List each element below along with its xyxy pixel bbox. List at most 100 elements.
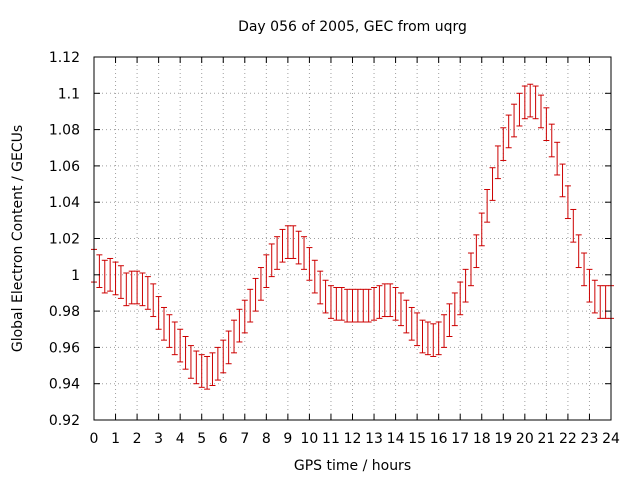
y-tick-label: 0.98 (49, 304, 80, 320)
data-point (198, 354, 205, 388)
data-point (467, 252, 474, 287)
x-tick-label: 12 (344, 431, 362, 447)
data-point (134, 270, 141, 305)
data-point (252, 277, 259, 312)
data-point (478, 212, 485, 247)
x-tick-label: 3 (154, 431, 163, 447)
data-point (247, 288, 254, 323)
data-point (484, 188, 491, 223)
data-point (177, 328, 184, 363)
data-point (403, 299, 410, 334)
data-point (371, 287, 378, 321)
data-point (338, 287, 345, 321)
data-point (290, 225, 297, 259)
data-point (360, 288, 367, 323)
y-tick-label: 0.94 (49, 377, 80, 393)
x-tick-label: 2 (133, 431, 142, 447)
data-point (419, 319, 426, 354)
x-tick-label: 21 (537, 431, 555, 447)
data-point (322, 279, 329, 314)
data-point (516, 92, 523, 127)
x-tick-label: 13 (365, 431, 383, 447)
axis-ticks: 0 1 2 3 4 5 6 7 8 9 10 11 12 13 14 15 16 17 18 19 20 21 22 23 24… (49, 50, 620, 447)
y-axis-label: Global Electron Content / GECUs (10, 125, 26, 352)
y-tick-label: 0.96 (49, 340, 80, 356)
data-point (204, 355, 211, 390)
data-point (311, 259, 318, 294)
x-tick-label: 14 (387, 431, 405, 447)
x-tick-label: 15 (408, 431, 426, 447)
data-point (344, 288, 351, 323)
x-tick-label: 16 (430, 431, 448, 447)
data-point (527, 83, 534, 118)
data-point (430, 323, 437, 357)
data-point (414, 312, 421, 347)
data-point (575, 234, 582, 269)
data-point (586, 268, 593, 303)
x-tick-label: 22 (559, 431, 577, 447)
data-point (295, 230, 302, 265)
y-tick-label: 1.12 (49, 50, 80, 66)
x-tick-label: 7 (240, 431, 249, 447)
data-point (317, 270, 324, 305)
data-point (424, 321, 431, 356)
data-point (123, 272, 130, 307)
data-point (537, 94, 544, 129)
data-point (602, 285, 609, 319)
x-tick-label: 10 (301, 431, 319, 447)
x-tick-label: 8 (262, 431, 271, 447)
data-point (591, 279, 598, 314)
data-point (96, 254, 103, 289)
x-tick-label: 0 (90, 431, 99, 447)
data-point (559, 163, 566, 198)
data-point (457, 281, 464, 316)
x-tick-label: 6 (219, 431, 228, 447)
data-point (543, 107, 550, 141)
x-tick-label: 9 (283, 431, 292, 447)
data-point (279, 228, 286, 263)
data-point (166, 314, 173, 348)
y-tick-label: 1.06 (49, 159, 80, 175)
data-point (494, 145, 501, 180)
data-point (209, 352, 216, 387)
data-point (225, 330, 232, 365)
data-point (564, 185, 571, 220)
x-tick-label: 18 (473, 431, 491, 447)
data-point (107, 257, 114, 292)
data-point (387, 283, 394, 318)
x-tick-label: 11 (322, 431, 340, 447)
data-point (548, 123, 555, 158)
data-point (521, 85, 528, 120)
x-axis-label: GPS time / hours (294, 458, 411, 474)
data-point (462, 268, 469, 303)
data-point (306, 247, 313, 281)
y-tick-label: 1.02 (49, 232, 80, 248)
data-point (161, 306, 168, 341)
data-point (473, 234, 480, 269)
data-point (301, 236, 308, 270)
data-point (365, 288, 372, 323)
data-point (117, 265, 124, 299)
data-point (144, 276, 151, 310)
data-point (532, 85, 539, 120)
data-point (220, 339, 227, 374)
data-point (570, 208, 577, 243)
grid (94, 57, 611, 420)
data-point (128, 270, 135, 305)
data-point (182, 336, 189, 370)
data-point (597, 285, 604, 319)
x-tick-label: 24 (602, 431, 620, 447)
data-point (257, 267, 264, 301)
data-point (150, 283, 157, 318)
x-tick-label: 17 (451, 431, 469, 447)
data-point (241, 299, 248, 334)
data-point (187, 345, 194, 379)
data-point (489, 167, 496, 201)
x-tick-label: 1 (111, 431, 120, 447)
data-point (236, 308, 243, 343)
data-point (274, 236, 281, 270)
y-tick-label: 1.08 (49, 123, 80, 139)
x-tick-label: 4 (176, 431, 185, 447)
data-point (397, 292, 404, 327)
data-point (284, 225, 291, 259)
